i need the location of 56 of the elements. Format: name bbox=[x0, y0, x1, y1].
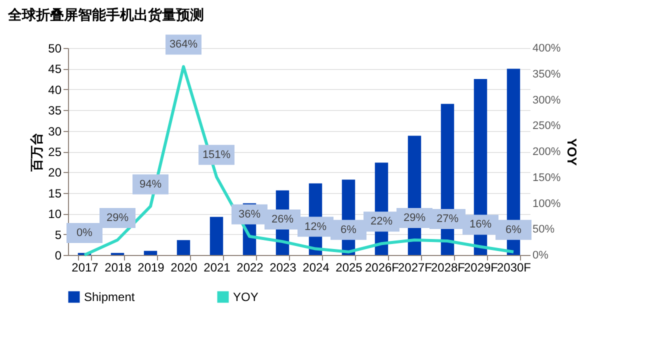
data-label: 0% bbox=[76, 227, 93, 239]
x-tick-label: 2021 bbox=[204, 260, 231, 274]
y-tick-label: 50 bbox=[48, 42, 62, 56]
chart-title: 全球折叠屏智能手机出货量预测 bbox=[7, 6, 204, 23]
data-label: 16% bbox=[469, 218, 492, 231]
y2-axis-title: YOY bbox=[564, 138, 580, 166]
y-axis-title: 百万台 bbox=[29, 132, 44, 172]
data-label: 29% bbox=[403, 212, 426, 224]
y2-tick-label: 300% bbox=[532, 94, 561, 106]
y-tick-label: 30 bbox=[48, 124, 62, 138]
y2-tick-label: 150% bbox=[532, 172, 561, 184]
y-tick-label: 35 bbox=[48, 104, 62, 118]
x-tick-label: 2022 bbox=[236, 260, 264, 274]
y2-tick-label: 250% bbox=[532, 120, 561, 132]
y-tick-label: 10 bbox=[48, 207, 62, 222]
data-label: 94% bbox=[139, 178, 162, 190]
x-tick-label: 2027F bbox=[398, 260, 432, 274]
y2-tick-label: 400% bbox=[532, 42, 561, 54]
legend-label: YOY bbox=[233, 290, 258, 304]
data-label: 6% bbox=[340, 224, 357, 236]
y-tick-label: 5 bbox=[54, 228, 62, 242]
x-tick-label: 2023 bbox=[270, 260, 297, 274]
y-tick-label: 25 bbox=[48, 145, 62, 159]
legend-label: Shipment bbox=[84, 290, 136, 304]
y-tick-label: 0 bbox=[54, 248, 62, 262]
y2-tick-label: 200% bbox=[532, 146, 561, 158]
data-label: 26% bbox=[271, 214, 294, 226]
data-label: 36% bbox=[238, 208, 261, 220]
y-tick-label: 15 bbox=[48, 186, 62, 200]
y-tick-label: 40 bbox=[48, 82, 62, 97]
y-tick-label: 20 bbox=[48, 166, 62, 180]
x-tick-label: 2028F bbox=[430, 260, 466, 274]
y2-tick-label: 0% bbox=[532, 250, 549, 262]
x-tick-label: 2018 bbox=[104, 260, 132, 274]
data-label: 27% bbox=[436, 213, 459, 226]
data-label: 151% bbox=[202, 148, 231, 161]
bar bbox=[176, 240, 190, 255]
x-tick-label: 2029F bbox=[464, 260, 498, 274]
x-tick-label: 2030F bbox=[496, 260, 532, 274]
data-label: 6% bbox=[506, 224, 522, 236]
x-tick-label: 2026F bbox=[364, 260, 400, 274]
data-label: 12% bbox=[304, 220, 327, 233]
data-label: 22% bbox=[370, 216, 393, 228]
x-tick-label: 2017 bbox=[72, 260, 99, 274]
y2-tick-label: 100% bbox=[532, 198, 561, 210]
y2-tick-label: 50% bbox=[532, 224, 555, 236]
x-tick-label: 2019 bbox=[138, 260, 165, 274]
y2-tick-label: 350% bbox=[532, 68, 561, 80]
data-label: 364% bbox=[169, 38, 198, 51]
x-tick-label: 2025 bbox=[336, 260, 363, 274]
y-tick-label: 45 bbox=[48, 62, 62, 76]
bar bbox=[210, 216, 224, 255]
x-tick-label: 2020 bbox=[170, 260, 198, 274]
data-label: 29% bbox=[106, 212, 129, 224]
x-tick-label: 2024 bbox=[302, 260, 330, 274]
bar bbox=[144, 250, 158, 255]
